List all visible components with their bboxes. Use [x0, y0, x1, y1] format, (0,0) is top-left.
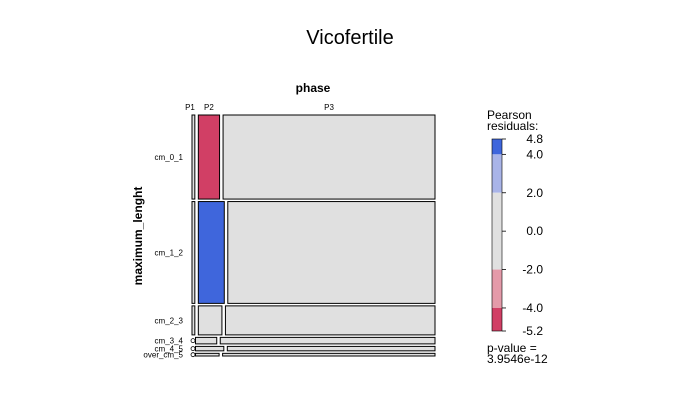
mosaic-empty-cell-cm_3_4-P1 — [190, 338, 196, 344]
mosaic-tile-over_cm_5-P3 — [222, 352, 436, 357]
mosaic-tile-cm_2_3-P2 — [197, 305, 223, 336]
row-label-cm_4_5: cm_4_5 — [155, 345, 184, 354]
legend-band-2 — [492, 192, 502, 270]
legend-bar-outline — [491, 138, 503, 332]
row-label-cm_1_2: cm_1_2 — [155, 248, 184, 257]
mosaic-empty-cell-over_cm_5-P1 — [190, 352, 196, 358]
legend-title-line2: residuals: — [487, 119, 538, 133]
mosaic-tile-cm_3_4-P3 — [219, 336, 436, 345]
column-label-P2: P2 — [204, 103, 214, 112]
legend-tick-label-6: -5.2 — [522, 324, 543, 338]
legend-tick-label-2: 2.0 — [526, 186, 543, 200]
legend-tick-label-0: 4.8 — [526, 132, 543, 146]
legend-color-bands — [491, 138, 503, 332]
legend-band-3 — [492, 269, 502, 308]
mosaic-tile-over_cm_5-P2 — [195, 352, 220, 357]
mosaic-tile-cm_4_5-P3 — [226, 345, 436, 352]
chart-title: Vicofertile — [306, 27, 393, 49]
mosaic-tiles — [190, 114, 436, 358]
column-labels: P1 P2 P3 — [185, 103, 334, 112]
mosaic-empty-cell-cm_4_5-P1 — [190, 346, 196, 352]
row-label-over_cm_5: over_cm_5 — [143, 351, 183, 360]
mosaic-tile-cm_4_5-P2 — [195, 345, 225, 352]
mosaic-tile-cm_0_1-P1 — [191, 114, 196, 200]
legend-band-0 — [492, 139, 502, 155]
legend-tick-label-5: -4.0 — [522, 301, 543, 315]
legend-band-1 — [492, 154, 502, 193]
legend-tick-label-4: -2.0 — [522, 263, 543, 277]
mosaic-tile-cm_1_2-P3 — [227, 201, 436, 304]
column-label-P3: P3 — [324, 103, 334, 112]
mosaic-tile-cm_2_3-P1 — [191, 305, 196, 336]
column-label-P1: P1 — [185, 103, 195, 112]
row-label-cm_2_3: cm_2_3 — [155, 316, 184, 325]
mosaic-tile-cm_1_2-P1 — [191, 201, 196, 304]
legend-band-4 — [492, 307, 502, 331]
row-label-cm_3_4: cm_3_4 — [155, 337, 184, 346]
pvalue-value: 3.9546e-12 — [487, 352, 548, 366]
mosaic-tile-cm_2_3-P3 — [224, 305, 436, 336]
legend-tick-label-3: 0.0 — [526, 224, 543, 238]
legend-ticks: 4.84.0 2.0 0.0 -2.0 -4.0 -5.2 — [502, 132, 543, 338]
mosaic-tile-cm_1_2-P2 — [197, 201, 225, 304]
row-label-cm_0_1: cm_0_1 — [155, 153, 184, 162]
column-variable-label: phase — [296, 81, 331, 95]
mosaic-tile-cm_0_1-P2 — [197, 114, 221, 200]
legend-tick-label-1: 4.0 — [526, 147, 543, 161]
legend-title-line1: Pearson — [487, 108, 532, 122]
pvalue-label: p-value = — [487, 341, 537, 355]
residual-legend: Pearson residuals: 4.84.0 2.0 0.0 -2.0 -4.0 -… — [487, 108, 548, 366]
mosaic-tile-cm_3_4-P2 — [195, 336, 218, 345]
row-variable-label: maximum_lenght — [131, 187, 145, 286]
mosaic-tile-cm_0_1-P3 — [222, 114, 436, 200]
